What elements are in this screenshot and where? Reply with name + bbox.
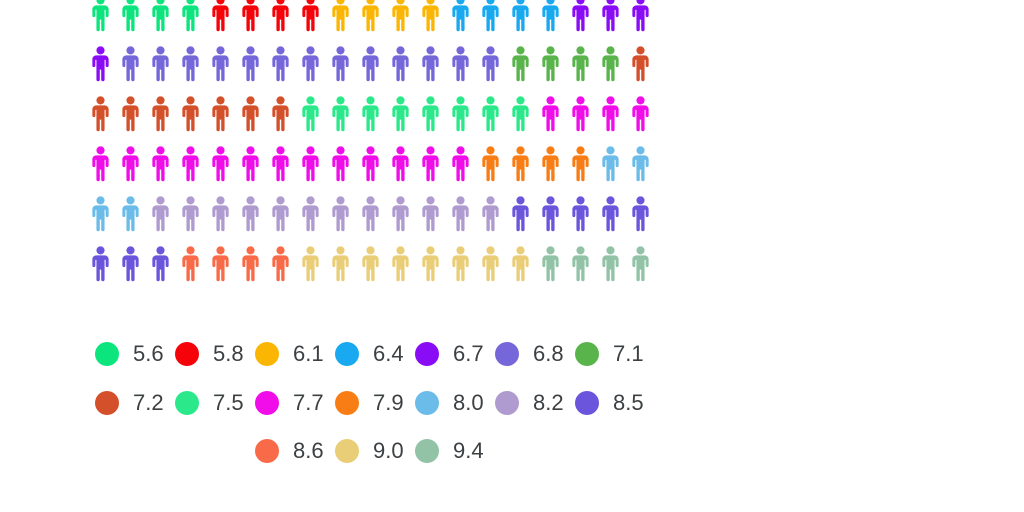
legend-value-label: 7.5 [213,390,244,415]
legend-value-label: 6.8 [533,341,564,366]
legend-item: 6.7 [415,342,484,366]
legend-value-label: 8.5 [613,390,644,415]
legend-item: 5.8 [175,342,244,366]
legend-item: 9.0 [335,439,404,463]
legend-item: 7.7 [255,391,324,415]
legend-item: 7.5 [175,391,244,415]
legend-swatch-circle [415,391,439,415]
legend-value-label: 8.0 [453,390,484,415]
legend-swatch-circle [255,342,279,366]
legend-item: 6.4 [335,342,404,366]
legend-item: 8.6 [255,439,324,463]
legend-value-label: 7.9 [373,390,404,415]
legend-item: 7.9 [335,391,404,415]
legend-value-label: 5.6 [133,341,164,366]
legend-value-label: 8.6 [293,438,324,463]
legend-item: 6.8 [495,342,564,366]
legend-swatch-circle [335,439,359,463]
legend-item: 8.5 [575,391,644,415]
legend-value-label: 9.0 [373,438,404,463]
legend-value-label: 7.2 [133,390,164,415]
legend-value-label: 6.7 [453,341,484,366]
legend-value-label: 6.1 [293,341,324,366]
legend-swatch-circle [495,391,519,415]
legend-item: 9.4 [415,439,484,463]
legend-swatch-circle [575,342,599,366]
legend-value-label: 8.2 [533,390,564,415]
legend-swatch-circle [415,439,439,463]
legend-item: 6.1 [255,342,324,366]
legend-swatch-circle [575,391,599,415]
legend-swatch-circle [495,342,519,366]
legend-item: 8.0 [415,391,484,415]
legend-value-label: 9.4 [453,438,484,463]
legend-swatch-circle [255,439,279,463]
legend-value-label: 7.7 [293,390,324,415]
legend-value-label: 5.8 [213,341,244,366]
legend-value-label: 6.4 [373,341,404,366]
legend-item: 5.6 [95,342,164,366]
legend-value-label: 7.1 [613,341,644,366]
legend-item: 8.2 [495,391,564,415]
legend-item: 7.2 [95,391,164,415]
legend-swatch-circle [95,391,119,415]
legend-swatch-circle [335,342,359,366]
legend-swatch-circle [335,391,359,415]
legend-swatch-circle [255,391,279,415]
legend-swatch-circle [415,342,439,366]
legend-swatch-circle [175,391,199,415]
legend-item: 7.1 [575,342,644,366]
legend-swatch-circle [175,342,199,366]
legend-swatch-circle [95,342,119,366]
